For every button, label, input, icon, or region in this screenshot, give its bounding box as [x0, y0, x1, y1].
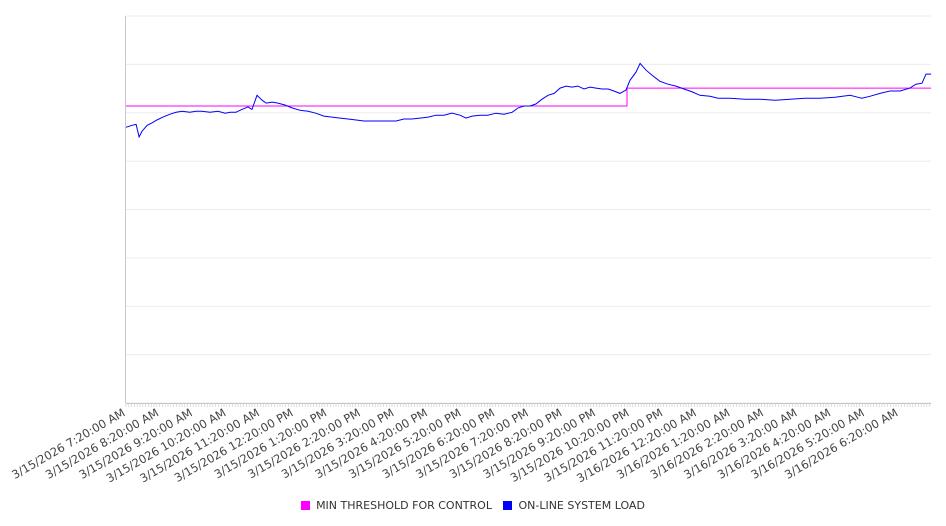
axes [125, 16, 931, 407]
legend-label-threshold: MIN THRESHOLD FOR CONTROL [316, 499, 492, 512]
legend-swatch-load [503, 501, 513, 510]
legend-item-threshold[interactable]: MIN THRESHOLD FOR CONTROL [301, 499, 492, 512]
legend-item-load[interactable]: ON-LINE SYSTEM LOAD [503, 499, 645, 512]
legend: MIN THRESHOLD FOR CONTROL ON-LINE SYSTEM… [0, 499, 946, 513]
x-tick-labels: 3/15/2026 7:20:00 AM3/15/2026 8:20:00 AM… [9, 405, 900, 485]
gridlines [126, 15, 931, 404]
series-lines [125, 62, 932, 139]
system-load-line [125, 62, 932, 139]
threshold-line [126, 87, 932, 107]
legend-swatch-threshold [301, 501, 311, 510]
legend-label-load: ON-LINE SYSTEM LOAD [518, 499, 645, 512]
